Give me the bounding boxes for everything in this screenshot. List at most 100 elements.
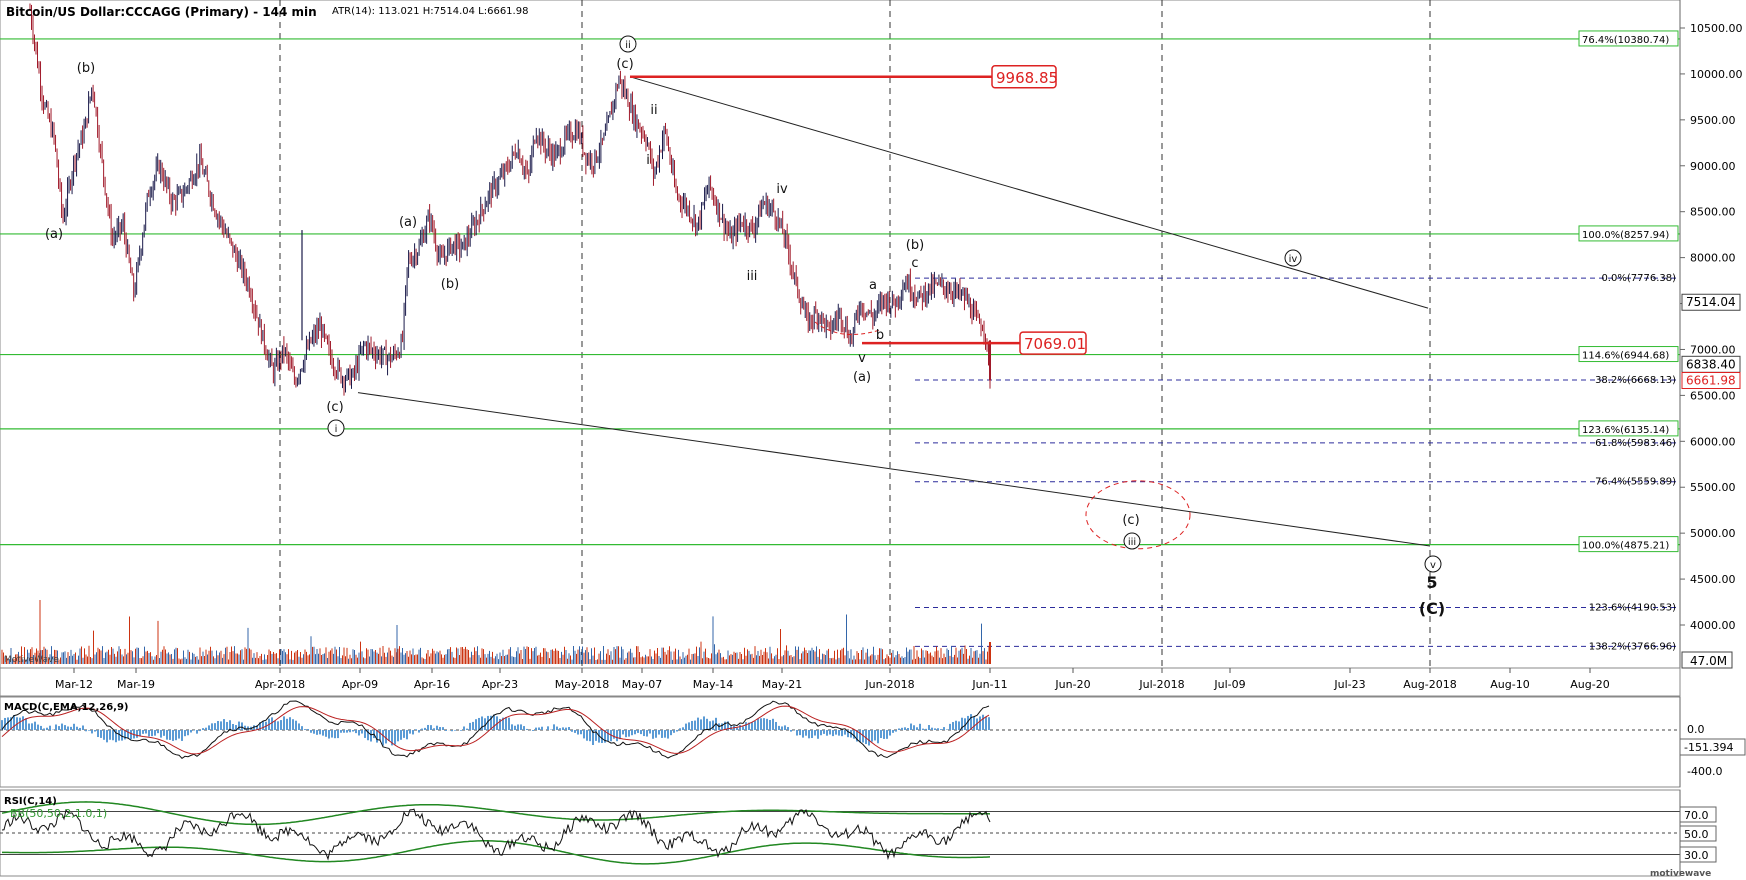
circled-wave-label: iv: [1289, 254, 1298, 265]
price-tick-label: 10000.00: [1690, 68, 1743, 81]
date-tick-label: Jul-2018: [1138, 678, 1184, 691]
price-badge: 6838.40: [1686, 357, 1736, 371]
wave-label: (c): [616, 57, 633, 72]
target-box: [1019, 331, 1087, 355]
date-tick-label: Apr-23: [482, 678, 518, 691]
date-tick-label: Apr-16: [414, 678, 450, 691]
circled-wave: [619, 35, 637, 53]
fib-label: 38.2%(6668.13): [1595, 375, 1676, 386]
trendline: [629, 76, 1429, 309]
price-candles: [29, 3, 991, 396]
wave-label: (b): [77, 61, 95, 76]
price-badge-box: [1681, 372, 1741, 390]
trendlines: [357, 76, 1431, 547]
wave-annotations: 9968.857069.01(b)(a)(a)(b)(c)(c)iiiiiiiv…: [45, 35, 1445, 618]
target-box: [991, 65, 1057, 89]
price-tick-label: 7000.00: [1690, 343, 1736, 356]
date-tick-label: Apr-2018: [255, 678, 305, 691]
date-tick-label: May-2018: [555, 678, 610, 691]
wave-label: ii: [650, 103, 657, 118]
date-tick-label: Aug-2018: [1403, 678, 1456, 691]
fib-label: 138.2%(3766.96): [1589, 641, 1676, 652]
rsi-50-tick: 50.0: [1684, 828, 1709, 841]
wave-label: b: [876, 328, 884, 343]
wave-label: (a): [45, 227, 63, 242]
price-tick-label: 9500.00: [1690, 114, 1736, 127]
macd-signal: [1, 705, 990, 755]
trendline: [357, 392, 1431, 547]
level-label-box: [1578, 346, 1679, 363]
circled-wave: [1123, 532, 1141, 550]
price-tick-label: 5500.00: [1690, 481, 1736, 494]
wave-label: (c): [326, 400, 343, 415]
wave-label: (a): [853, 370, 871, 385]
date-tick-label: Jun-2018: [864, 678, 914, 691]
rsi-70-tick: 70.0: [1684, 809, 1709, 822]
fib-label: 123.6%(4190.53): [1589, 603, 1676, 614]
price-tick-label: 8500.00: [1690, 206, 1736, 219]
date-tick-label: May-07: [622, 678, 663, 691]
circled-wave: [327, 419, 345, 437]
date-tick-label: Aug-20: [1570, 678, 1609, 691]
date-tick-label: Jul-23: [1333, 678, 1365, 691]
circled-wave: [1424, 555, 1442, 573]
rsi-panel: RSI(C,14) BB(50,50,2,1.0,1) 70.0 50.0 30…: [0, 789, 1717, 877]
volume-bars: [1, 600, 991, 664]
circled-wave-label: i: [335, 424, 338, 435]
macd-panel: MACD(C,EMA,12,26,9) 0.0 -400.0 -151.394: [0, 696, 1746, 788]
level-label-box: [1578, 225, 1679, 242]
chart-title: Bitcoin/US Dollar:CCCAGG (Primary) - 144…: [6, 5, 317, 19]
macd-badge: -151.394: [1684, 741, 1733, 754]
macd-zero-tick: 0.0: [1687, 723, 1705, 736]
fib-label: 76.4%(5559.89): [1595, 477, 1676, 488]
wave-label: a: [869, 278, 877, 293]
price-tick-label: 4000.00: [1690, 619, 1736, 632]
target-label: 9968.85: [996, 69, 1058, 87]
price-tick-label: 6000.00: [1690, 435, 1736, 448]
volume-badge-box: [1681, 651, 1733, 669]
horizontal-levels: 76.4%(10380.74) 100.0%(8257.94) 114.6%(694…: [0, 30, 1680, 553]
date-tick-label: Jul-09: [1213, 678, 1245, 691]
fib-label: 61.8%(5983.46): [1595, 438, 1676, 449]
price-tick-label: 8000.00: [1690, 252, 1736, 265]
rsi-title: RSI(C,14): [4, 796, 57, 807]
level-label-box: [1578, 536, 1679, 553]
volume-label: MotiveWave: [4, 655, 59, 665]
fib-label: 0.0%(7776.38): [1601, 273, 1676, 284]
wave-label: (b): [906, 238, 924, 253]
circled-wave: [1284, 249, 1302, 267]
target-label: 7069.01: [1024, 335, 1086, 353]
date-tick-label: Mar-12: [55, 678, 93, 691]
date-axis: Mar-12 Mar-19 Apr-2018 Apr-09 Apr-16 Apr-23 Ma…: [0, 667, 1681, 697]
date-tick-label: Apr-09: [342, 678, 378, 691]
wave-label: i: [646, 153, 650, 168]
wave-label: iv: [776, 182, 788, 197]
price-tick-label: 9000.00: [1690, 160, 1736, 173]
level-label-box: [1578, 30, 1679, 47]
rsi-band-upper: [1, 801, 991, 826]
macd-badge-box: [1679, 738, 1746, 756]
level-label: 123.6%(6135.14): [1582, 425, 1669, 436]
circled-wave-label: v: [1430, 560, 1436, 571]
rsi-plot: [0, 790, 1681, 876]
price-badge-box: [1681, 293, 1741, 311]
macd-plot: [0, 697, 1681, 787]
wave-label: c: [911, 256, 918, 271]
macd-line: [1, 700, 990, 760]
price-badge: 6661.98: [1686, 374, 1736, 388]
level-label-box: [1578, 420, 1679, 437]
circled-wave-label: iii: [1128, 537, 1136, 548]
price-tick-label: 10500.00: [1690, 22, 1743, 35]
price-panel: 76.4%(10380.74) 100.0%(8257.94) 114.6%(694…: [0, 0, 1681, 876]
level-label: 76.4%(10380.74): [1582, 35, 1669, 46]
date-tick-label: May-21: [762, 678, 803, 691]
wave-label: (a): [399, 215, 417, 230]
date-tick-label: May-14: [693, 678, 734, 691]
rsi-subtitle: BB(50,50,2,1.0,1): [10, 807, 107, 820]
price-tick-label: 4500.00: [1690, 573, 1736, 586]
target-arc: [814, 321, 881, 335]
wave-label: v: [858, 351, 866, 366]
date-tick-label: Mar-19: [117, 678, 155, 691]
watermark: motivewave: [1650, 869, 1711, 879]
